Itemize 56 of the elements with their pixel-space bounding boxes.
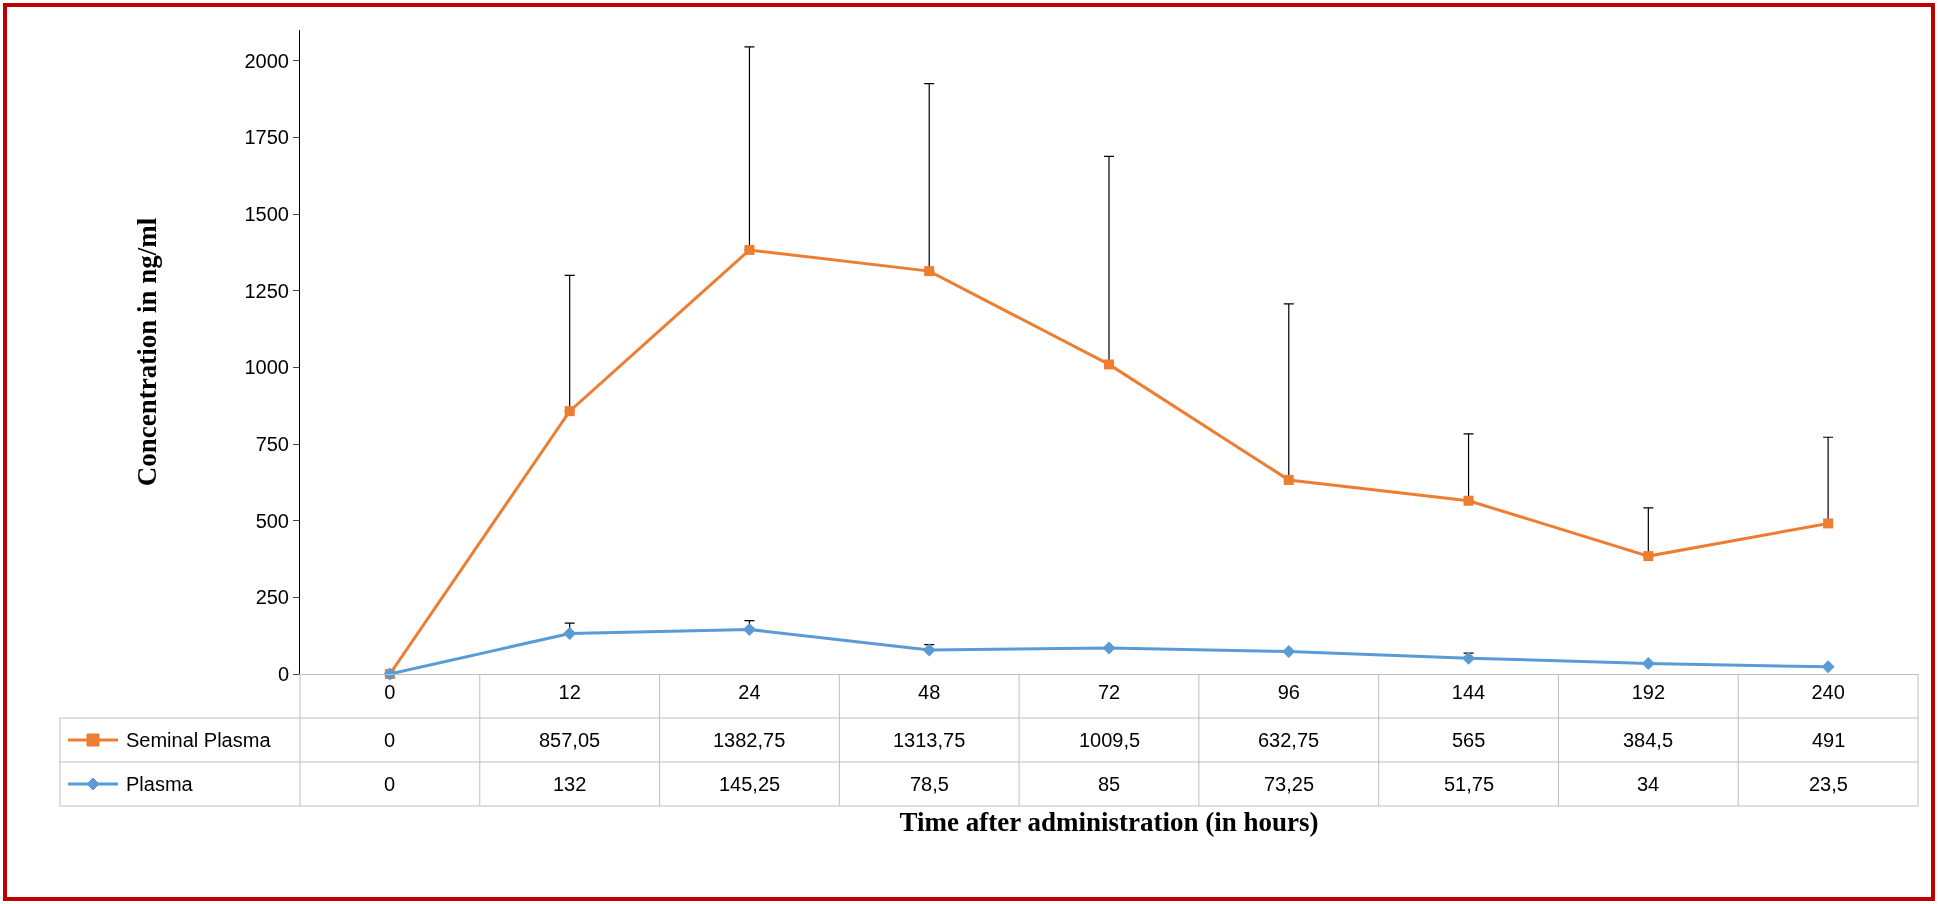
x-axis-title: Time after administration (in hours) bbox=[899, 807, 1319, 838]
data-label: 632,75 bbox=[1258, 729, 1320, 751]
data-label: 132 bbox=[553, 773, 587, 795]
data-label: 51,75 bbox=[1444, 773, 1495, 795]
legend-label: Seminal Plasma bbox=[126, 729, 272, 751]
point bbox=[922, 643, 936, 657]
point bbox=[744, 244, 755, 255]
point bbox=[1821, 660, 1835, 674]
data-label: 23,5 bbox=[1809, 773, 1848, 795]
data-label: 0 bbox=[384, 773, 396, 795]
point bbox=[1283, 474, 1294, 485]
data-label: 491 bbox=[1812, 729, 1846, 751]
y-tick-label: 2000 bbox=[244, 49, 289, 72]
data-label: 1009,5 bbox=[1079, 729, 1141, 751]
point bbox=[563, 627, 577, 641]
data-label: 0 bbox=[384, 729, 396, 751]
x-tick-label: 96 bbox=[1277, 681, 1300, 703]
point bbox=[1643, 551, 1654, 562]
point bbox=[564, 406, 575, 417]
data-label: 384,5 bbox=[1623, 729, 1674, 751]
data-label: 78,5 bbox=[910, 773, 949, 795]
point bbox=[1102, 641, 1116, 655]
y-tick-label: 250 bbox=[255, 586, 289, 609]
y-tick-label: 0 bbox=[277, 663, 289, 685]
y-tick-label: 1000 bbox=[244, 356, 289, 379]
x-tick-label: 12 bbox=[558, 681, 581, 703]
data-label: 85 bbox=[1098, 773, 1121, 795]
point bbox=[1282, 645, 1296, 659]
x-tick-label: 144 bbox=[1451, 681, 1486, 703]
x-tick-label: 72 bbox=[1097, 681, 1121, 703]
data-label: 73,25 bbox=[1264, 773, 1315, 795]
point bbox=[742, 622, 756, 636]
point bbox=[1641, 657, 1655, 671]
x-tick-label: 48 bbox=[918, 681, 941, 703]
data-label: 1382,75 bbox=[713, 729, 786, 751]
data-label: 1313,75 bbox=[893, 729, 966, 751]
y-tick-label: 500 bbox=[255, 509, 289, 532]
point bbox=[924, 266, 935, 277]
y-tick-label: 1250 bbox=[244, 279, 289, 302]
y-tick-label: 1750 bbox=[244, 126, 289, 149]
data-label: 145,25 bbox=[719, 773, 781, 795]
y-tick-label: 1500 bbox=[244, 203, 289, 225]
point bbox=[1463, 495, 1474, 506]
y-axis-title: Concentration in ng/ml bbox=[131, 217, 162, 487]
legend-label: Plasma bbox=[126, 773, 194, 795]
x-tick-label: 0 bbox=[384, 681, 396, 703]
x-tick-label: 24 bbox=[738, 681, 761, 703]
y-tick-label: 750 bbox=[255, 433, 289, 455]
point bbox=[1462, 651, 1476, 665]
data-label: 34 bbox=[1637, 773, 1660, 795]
x-tick-label: 240 bbox=[1811, 681, 1845, 703]
point bbox=[1823, 518, 1834, 529]
data-label: 565 bbox=[1452, 729, 1486, 751]
point bbox=[1104, 359, 1114, 370]
data-label: 857,05 bbox=[539, 729, 601, 751]
x-tick-label: 192 bbox=[1631, 681, 1666, 703]
